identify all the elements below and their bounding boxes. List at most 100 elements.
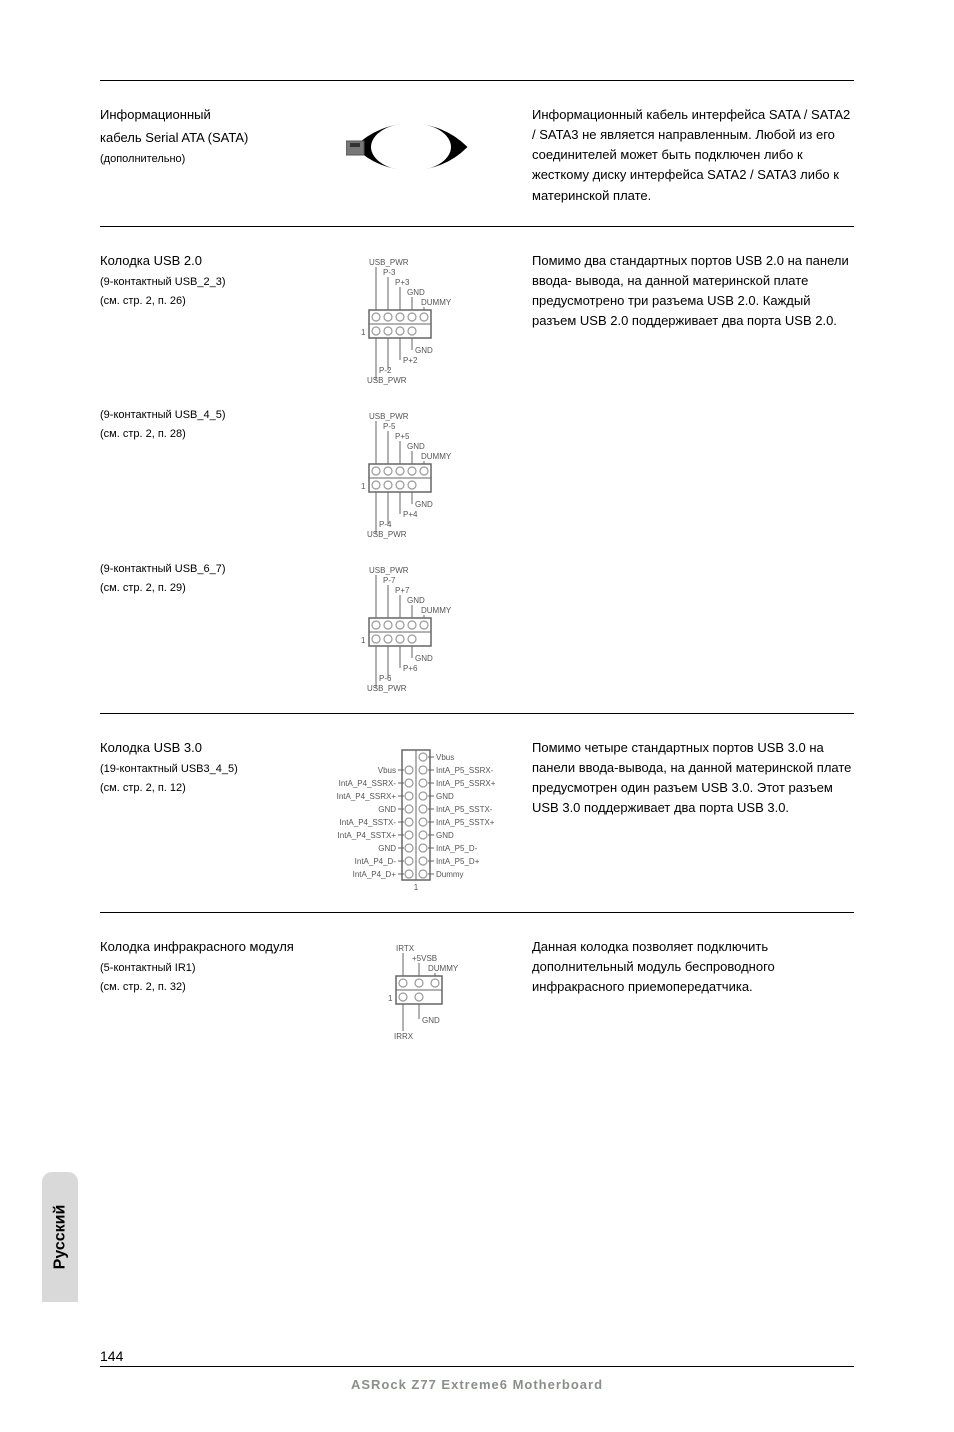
usb30-right-text: Помимо четыре стандартных портов USB 3.0…: [532, 738, 854, 892]
svg-text:IntA_P4_SSTX-: IntA_P4_SSTX-: [340, 818, 397, 827]
svg-text:IRRX: IRRX: [394, 1032, 414, 1041]
usb20-pinout-3-icon: USB_PWR P-7 P+7 GND DUMMY: [351, 563, 481, 693]
usb20-right-text: Помимо два стандартных портов USB 2.0 на…: [532, 251, 854, 385]
usb20-title: Колодка USB 2.0: [100, 251, 300, 272]
sata-diagram: [316, 105, 516, 206]
footer-title: ASRock Z77 Extreme6 Motherboard: [100, 1377, 854, 1392]
usb20-section-3: (9-контактный USB_6_7) (см. стр. 2, п. 2…: [100, 559, 854, 693]
svg-text:GND: GND: [415, 346, 433, 355]
ir-title: Колодка инфракрасного модуля: [100, 937, 340, 958]
sata-cable-icon: [346, 109, 486, 189]
svg-text:USB_PWR: USB_PWR: [369, 258, 409, 267]
svg-text:IntA_P4_SSTX+: IntA_P4_SSTX+: [338, 831, 397, 840]
usb20-section-2: (9-контактный USB_4_5) (см. стр. 2, п. 2…: [100, 405, 854, 539]
svg-text:GND: GND: [378, 805, 396, 814]
sata-section: Информационный кабель Serial ATA (SATA) …: [100, 105, 854, 206]
svg-text:USB_PWR: USB_PWR: [369, 412, 409, 421]
svg-text:DUMMY: DUMMY: [428, 964, 459, 973]
rule-2: [100, 713, 854, 714]
svg-text:P-2: P-2: [379, 366, 392, 375]
svg-text:P-7: P-7: [383, 576, 396, 585]
usb30-sub2: (см. стр. 2, п. 12): [100, 780, 300, 798]
usb30-left: Колодка USB 3.0 (19-контактный USB3_4_5)…: [100, 738, 300, 892]
svg-text:P+6: P+6: [403, 664, 418, 673]
svg-text:GND: GND: [415, 654, 433, 663]
usb30-pinout-icon: Vbus IntA_P4_SSRX- IntA_P4_SSRX+ GND Int…: [316, 742, 516, 892]
sata-sub: (дополнительно): [100, 151, 300, 169]
usb20-left-3: (9-контактный USB_6_7) (см. стр. 2, п. 2…: [100, 559, 300, 693]
svg-text:USB_PWR: USB_PWR: [369, 566, 409, 575]
ir-sub1: (5-контактный IR1): [100, 960, 340, 978]
svg-text:IntA_P4_SSRX-: IntA_P4_SSRX-: [339, 779, 397, 788]
svg-text:GND: GND: [415, 500, 433, 509]
usb20-h2-sub2: (см. стр. 2, п. 28): [100, 426, 300, 444]
svg-text:P+3: P+3: [395, 278, 410, 287]
top-rule: [100, 80, 854, 81]
rule-1: [100, 226, 854, 227]
ir-sub2: (см. стр. 2, п. 32): [100, 979, 340, 997]
svg-text:+5VSB: +5VSB: [412, 954, 437, 963]
svg-text:GND: GND: [407, 596, 425, 605]
svg-text:1: 1: [361, 636, 366, 645]
svg-text:GND: GND: [407, 442, 425, 451]
svg-text:IntA_P5_D-: IntA_P5_D-: [436, 844, 478, 853]
usb20-section-1: Колодка USB 2.0 (9-контактный USB_2_3) (…: [100, 251, 854, 385]
svg-text:P-4: P-4: [379, 520, 392, 529]
usb20-pinout-2-icon: USB_PWR P-5 P+5 GND DUMMY: [351, 409, 481, 539]
svg-text:GND: GND: [422, 1016, 440, 1025]
usb20-h3-sub2: (см. стр. 2, п. 29): [100, 580, 300, 598]
ir-pinout-icon: IRTX +5VSB DUMMY 1 GND IRR: [376, 941, 496, 1051]
svg-text:IntA_P5_SSRX+: IntA_P5_SSRX+: [436, 779, 496, 788]
svg-text:P+7: P+7: [395, 586, 410, 595]
svg-text:IntA_P5_SSTX-: IntA_P5_SSTX-: [436, 805, 493, 814]
svg-text:P-3: P-3: [383, 268, 396, 277]
usb20-sub2: (см. стр. 2, п. 26): [100, 293, 300, 311]
ir-left: Колодка инфракрасного модуля (5-контактн…: [100, 937, 340, 1051]
sata-title-1: Информационный: [100, 105, 300, 126]
usb20-sub1: (9-контактный USB_2_3): [100, 274, 300, 292]
svg-text:USB_PWR: USB_PWR: [367, 684, 407, 693]
svg-text:IntA_P4_SSRX+: IntA_P4_SSRX+: [337, 792, 397, 801]
sata-left: Информационный кабель Serial ATA (SATA) …: [100, 105, 300, 206]
svg-text:P-6: P-6: [379, 674, 392, 683]
svg-text:USB_PWR: USB_PWR: [367, 376, 407, 385]
usb20-diagram-1: USB_PWR P-3 P+3 GND DUMMY: [316, 251, 516, 385]
sata-title-2: кабель Serial ATA (SATA): [100, 128, 300, 149]
svg-text:USB_PWR: USB_PWR: [367, 530, 407, 539]
ir-section: Колодка инфракрасного модуля (5-контактн…: [100, 937, 854, 1051]
page-number: 144: [100, 1348, 854, 1364]
usb20-diagram-2: USB_PWR P-5 P+5 GND DUMMY: [316, 405, 516, 539]
svg-text:GND: GND: [407, 288, 425, 297]
svg-text:IntA_P5_D+: IntA_P5_D+: [436, 857, 480, 866]
svg-text:1: 1: [361, 328, 366, 337]
svg-text:IntA_P4_D+: IntA_P4_D+: [353, 870, 397, 879]
svg-text:GND: GND: [436, 831, 454, 840]
svg-text:DUMMY: DUMMY: [421, 452, 452, 461]
usb30-sub1: (19-контактный USB3_4_5): [100, 761, 300, 779]
footer-rule: [100, 1366, 854, 1367]
svg-text:IntA_P5_SSTX+: IntA_P5_SSTX+: [436, 818, 495, 827]
usb20-h3-sub1: (9-контактный USB_6_7): [100, 561, 300, 579]
rule-3: [100, 912, 854, 913]
usb20-left-2: (9-контактный USB_4_5) (см. стр. 2, п. 2…: [100, 405, 300, 539]
svg-text:GND: GND: [436, 792, 454, 801]
svg-text:1: 1: [388, 994, 393, 1003]
svg-text:1: 1: [414, 883, 419, 892]
usb20-pinout-1-icon: USB_PWR P-3 P+3 GND DUMMY: [351, 255, 481, 385]
usb20-h2-sub1: (9-контактный USB_4_5): [100, 407, 300, 425]
sata-right-text: Информационный кабель интерфейса SATA / …: [532, 105, 854, 206]
svg-text:IntA_P5_SSRX-: IntA_P5_SSRX-: [436, 766, 494, 775]
svg-text:IRTX: IRTX: [396, 944, 415, 953]
usb30-diagram: Vbus IntA_P4_SSRX- IntA_P4_SSRX+ GND Int…: [316, 738, 516, 892]
svg-text:DUMMY: DUMMY: [421, 298, 452, 307]
svg-text:Vbus: Vbus: [378, 766, 396, 775]
svg-text:GND: GND: [378, 844, 396, 853]
usb30-section: Колодка USB 3.0 (19-контактный USB3_4_5)…: [100, 738, 854, 892]
svg-text:Dummy: Dummy: [436, 870, 464, 879]
footer: 144 ASRock Z77 Extreme6 Motherboard: [100, 1348, 854, 1392]
usb20-left-1: Колодка USB 2.0 (9-контактный USB_2_3) (…: [100, 251, 300, 385]
ir-right-text: Данная колодка позволяет подключить допо…: [532, 937, 854, 1051]
usb30-title: Колодка USB 3.0: [100, 738, 300, 759]
svg-text:IntA_P4_D-: IntA_P4_D-: [355, 857, 397, 866]
svg-text:1: 1: [361, 482, 366, 491]
